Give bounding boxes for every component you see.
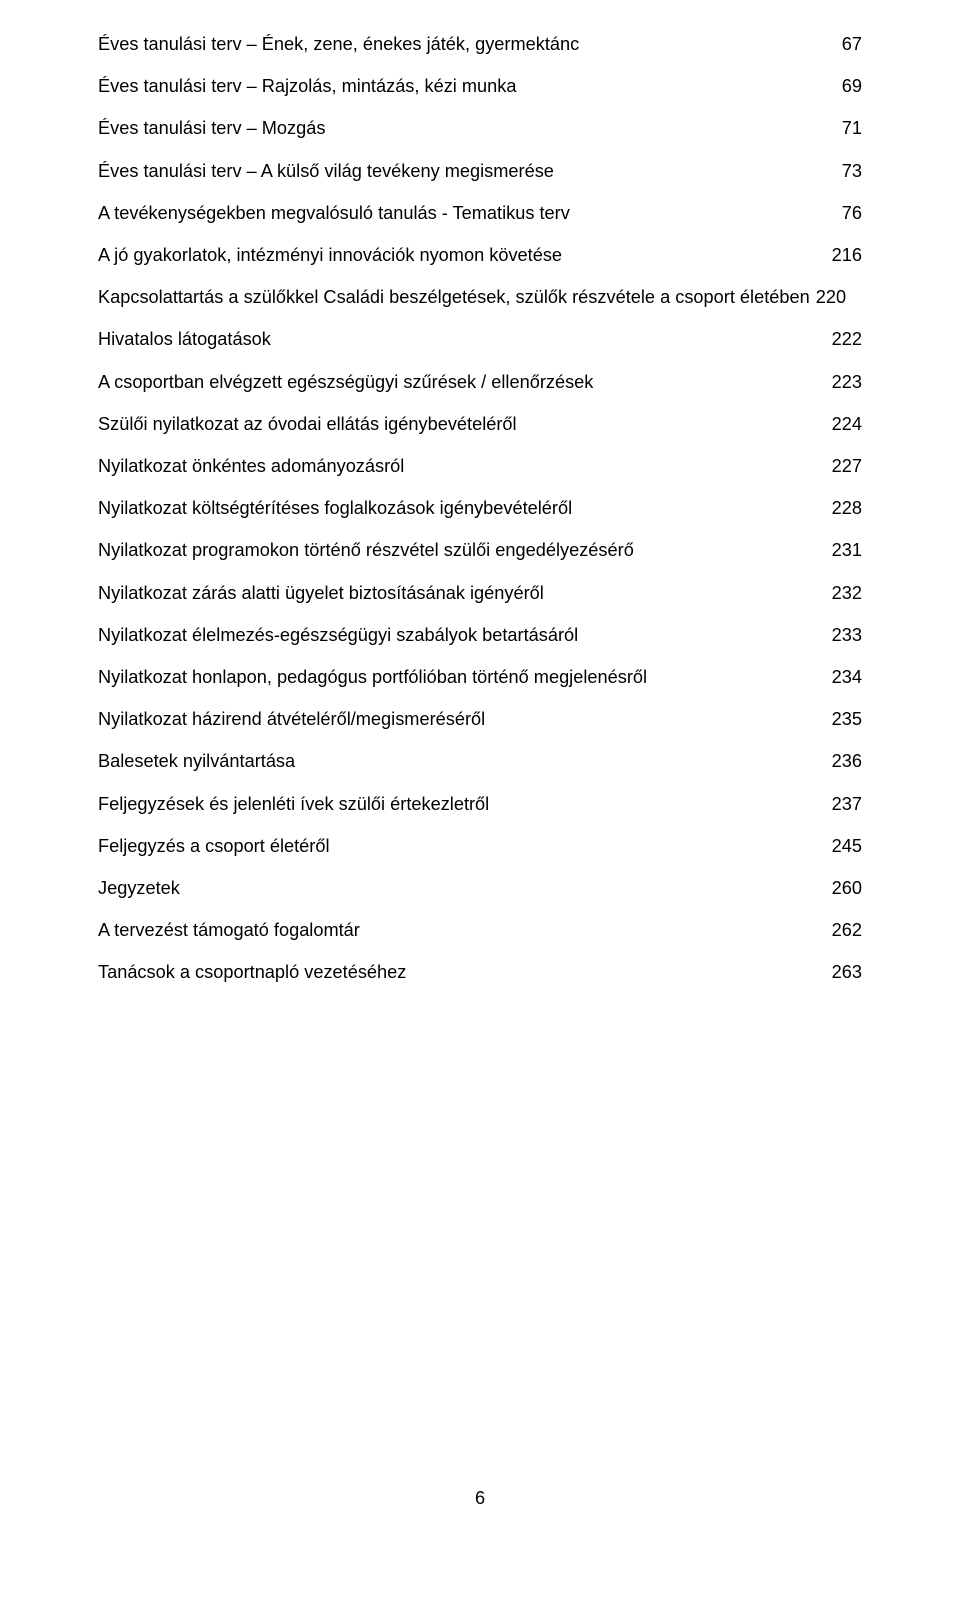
toc-entry: Nyilatkozat zárás alatti ügyelet biztosí… <box>98 579 862 607</box>
toc-label: A tevékenységekben megvalósuló tanulás -… <box>98 199 570 227</box>
toc-entry: A csoportban elvégzett egészségügyi szűr… <box>98 368 862 396</box>
toc-page: 235 <box>832 705 862 733</box>
toc-entry: Hivatalos látogatások 222 <box>98 325 862 353</box>
toc-label: Feljegyzések és jelenléti ívek szülői ér… <box>98 790 489 818</box>
toc-label: Éves tanulási terv – Ének, zene, énekes … <box>98 30 579 58</box>
toc-entry: Nyilatkozat programokon történő részvéte… <box>98 536 862 564</box>
toc-entry: Éves tanulási terv – Rajzolás, mintázás,… <box>98 72 862 100</box>
toc-label: Balesetek nyilvántartása <box>98 747 295 775</box>
toc-label: Nyilatkozat programokon történő részvéte… <box>98 536 634 564</box>
toc-label: Éves tanulási terv – Rajzolás, mintázás,… <box>98 72 517 100</box>
toc-entry: Éves tanulási terv – Mozgás 71 <box>98 114 862 142</box>
toc-page: 228 <box>832 494 862 522</box>
toc-entry: A jó gyakorlatok, intézményi innovációk … <box>98 241 862 269</box>
toc-label: Jegyzetek <box>98 874 180 902</box>
toc-entry: Jegyzetek 260 <box>98 874 862 902</box>
toc-page: 245 <box>832 832 862 860</box>
toc-page: 260 <box>832 874 862 902</box>
toc-label: Éves tanulási terv – Mozgás <box>98 114 325 142</box>
toc-entry: Éves tanulási terv – Ének, zene, énekes … <box>98 30 862 58</box>
toc-entry: Nyilatkozat költségtérítéses foglalkozás… <box>98 494 862 522</box>
toc-entry: A tevékenységekben megvalósuló tanulás -… <box>98 199 862 227</box>
toc-page: 234 <box>832 663 862 691</box>
toc-page: 67 <box>842 30 862 58</box>
toc-page: 227 <box>832 452 862 480</box>
toc-label: A csoportban elvégzett egészségügyi szűr… <box>98 368 593 396</box>
toc-label: Nyilatkozat zárás alatti ügyelet biztosí… <box>98 579 544 607</box>
toc-entry: Tanácsok a csoportnapló vezetéséhez 263 <box>98 958 862 986</box>
toc-page: 69 <box>842 72 862 100</box>
toc-entry: Nyilatkozat honlapon, pedagógus portfóli… <box>98 663 862 691</box>
toc-entry: Feljegyzések és jelenléti ívek szülői ér… <box>98 790 862 818</box>
toc-page: 262 <box>832 916 862 944</box>
toc-label: Nyilatkozat házirend átvételéről/megisme… <box>98 705 485 733</box>
toc-page: 237 <box>832 790 862 818</box>
toc-page: 220 <box>816 283 846 311</box>
toc-page: 216 <box>832 241 862 269</box>
toc-page: 224 <box>832 410 862 438</box>
toc-entry: Szülői nyilatkozat az óvodai ellátás igé… <box>98 410 862 438</box>
toc-label: Nyilatkozat élelmezés-egészségügyi szabá… <box>98 621 578 649</box>
toc-page: 263 <box>832 958 862 986</box>
toc-label: A jó gyakorlatok, intézményi innovációk … <box>98 241 562 269</box>
toc-entry: Nyilatkozat élelmezés-egészségügyi szabá… <box>98 621 862 649</box>
toc-entry: Nyilatkozat házirend átvételéről/megisme… <box>98 705 862 733</box>
toc-label: Hivatalos látogatások <box>98 325 271 353</box>
toc-page: 71 <box>842 114 862 142</box>
toc-page: 76 <box>842 199 862 227</box>
toc-label: Feljegyzés a csoport életéről <box>98 832 330 860</box>
toc-page: 222 <box>832 325 862 353</box>
toc-label: Kapcsolattartás a szülőkkel Családi besz… <box>98 283 810 311</box>
toc-page: 73 <box>842 157 862 185</box>
toc-label: Éves tanulási terv – A külső világ tevék… <box>98 157 554 185</box>
toc-label: Szülői nyilatkozat az óvodai ellátás igé… <box>98 410 517 438</box>
toc-entry: Kapcsolattartás a szülőkkel Családi besz… <box>98 283 862 311</box>
toc-page: 223 <box>832 368 862 396</box>
toc-entry: Feljegyzés a csoport életéről 245 <box>98 832 862 860</box>
page-number: 6 <box>0 1488 960 1509</box>
toc-page: 231 <box>832 536 862 564</box>
table-of-contents: Éves tanulási terv – Ének, zene, énekes … <box>98 30 862 987</box>
toc-label: Tanácsok a csoportnapló vezetéséhez <box>98 958 406 986</box>
toc-label: Nyilatkozat honlapon, pedagógus portfóli… <box>98 663 647 691</box>
toc-label: Nyilatkozat költségtérítéses foglalkozás… <box>98 494 572 522</box>
toc-page: 232 <box>832 579 862 607</box>
toc-page: 236 <box>832 747 862 775</box>
toc-entry: Éves tanulási terv – A külső világ tevék… <box>98 157 862 185</box>
toc-label: Nyilatkozat önkéntes adományozásról <box>98 452 404 480</box>
toc-entry: Balesetek nyilvántartása 236 <box>98 747 862 775</box>
toc-entry: A tervezést támogató fogalomtár 262 <box>98 916 862 944</box>
toc-entry: Nyilatkozat önkéntes adományozásról 227 <box>98 452 862 480</box>
toc-page: 233 <box>832 621 862 649</box>
toc-label: A tervezést támogató fogalomtár <box>98 916 360 944</box>
